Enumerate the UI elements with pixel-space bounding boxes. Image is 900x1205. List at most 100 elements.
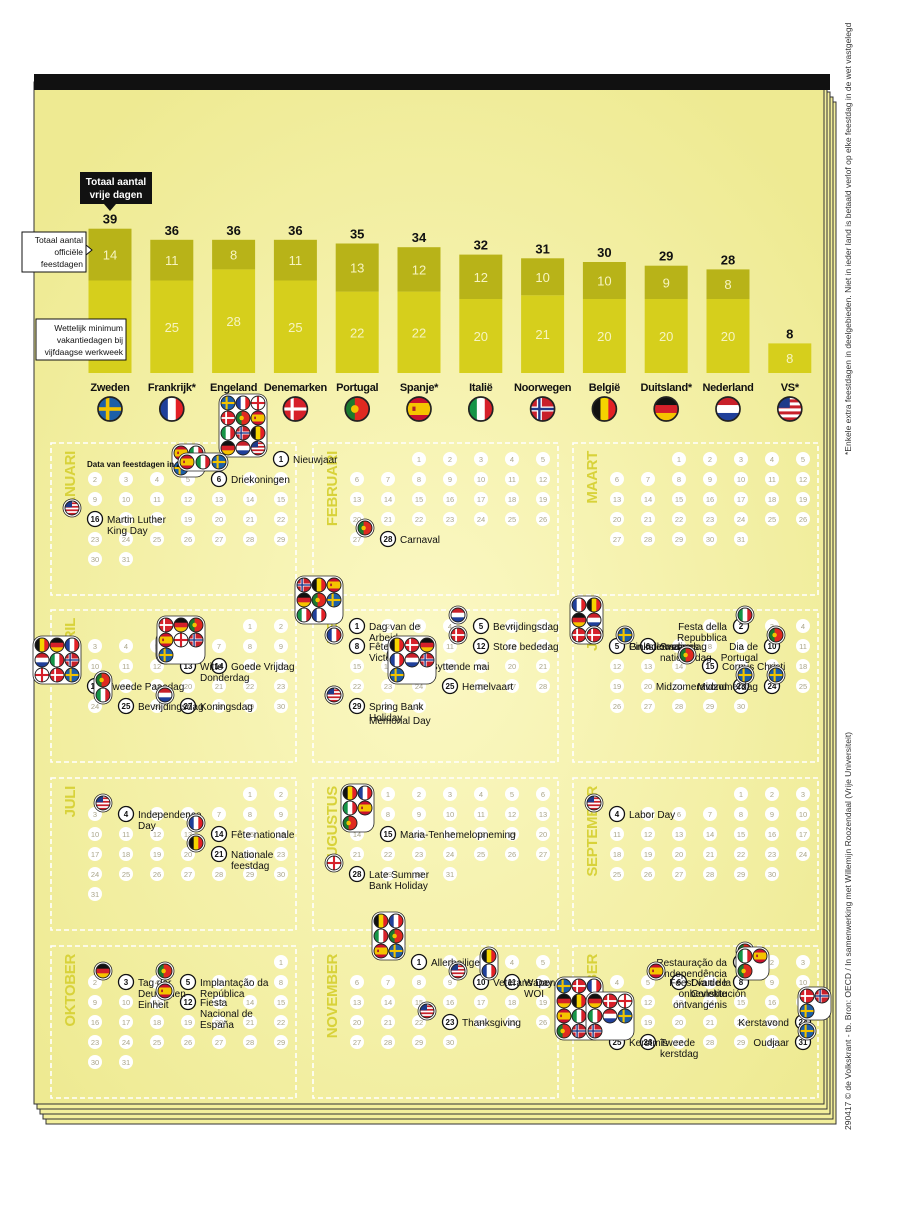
bar-segment-holidays — [521, 258, 565, 296]
day-cell: 9 — [88, 995, 102, 1009]
day-number: 23 — [384, 682, 392, 691]
day-cell: 1 — [381, 787, 395, 801]
day-number: 14 — [539, 642, 547, 651]
day-number: 12 — [539, 475, 547, 484]
day-cell: 21 — [641, 512, 655, 526]
flag-dk-icon — [158, 617, 174, 633]
holiday-day: 5 — [472, 617, 490, 635]
flag-pt-icon — [344, 396, 371, 422]
holiday-label: Spring Bank — [369, 702, 424, 713]
day-cell: 29 — [243, 867, 257, 881]
day-number: 5 — [510, 790, 514, 799]
flag-es-icon — [648, 963, 664, 979]
day-number: 17 — [737, 495, 745, 504]
day-number: 30 — [737, 702, 745, 711]
day-cell: 12 — [505, 807, 519, 821]
day-cell: 17 — [796, 827, 810, 841]
category-label: Zweden — [90, 382, 130, 394]
day-number: 2 — [448, 455, 452, 464]
day-number: 9 — [279, 810, 283, 819]
day-number: 7 — [217, 642, 221, 651]
day-cell: 5 — [150, 807, 164, 821]
category-label: VS* — [781, 382, 800, 394]
day-number: 15 — [737, 998, 745, 1007]
day-cell: 27 — [181, 867, 195, 881]
holiday-day-number: 5 — [615, 642, 620, 651]
holiday-day-number: 23 — [446, 1018, 455, 1027]
day-number: 1 — [708, 622, 712, 631]
day-number: 23 — [91, 1038, 99, 1047]
day-cell: 29 — [734, 1035, 748, 1049]
day-number: 9 — [279, 642, 283, 651]
holiday-day: 27 — [179, 697, 197, 715]
day-cell: 23 — [274, 847, 288, 861]
day-number: 19 — [539, 495, 547, 504]
holiday-day: 1 — [348, 617, 366, 635]
day-number: 12 — [153, 662, 161, 671]
day-number: 19 — [153, 850, 161, 859]
day-cell: 28 — [536, 679, 550, 693]
flag-dk-icon — [571, 627, 587, 643]
bar-segment-holidays — [397, 247, 441, 292]
day-cell: 30 — [765, 867, 779, 881]
flag-us-icon — [419, 1003, 435, 1019]
flag-de-icon — [653, 396, 680, 422]
bar-total-label: 34 — [412, 230, 427, 245]
day-cell: 13 — [212, 995, 226, 1009]
day-cell: 6 — [610, 472, 624, 486]
day-number: 18 — [508, 495, 516, 504]
holiday-label: King Day — [107, 526, 148, 537]
day-cell: 26 — [536, 1015, 550, 1029]
flag-de-icon — [173, 617, 189, 633]
day-number: 11 — [613, 830, 621, 839]
day-number: 5 — [646, 978, 650, 987]
day-number: 4 — [479, 790, 483, 799]
day-cell: 30 — [88, 552, 102, 566]
day-cell: 11 — [119, 827, 133, 841]
day-number: 23 — [277, 682, 285, 691]
day-number: 14 — [706, 830, 714, 839]
flag-pt-icon — [188, 617, 204, 633]
day-cell: 28 — [703, 1035, 717, 1049]
day-number: 21 — [706, 850, 714, 859]
day-number: 29 — [246, 702, 254, 711]
footnote: *Enkele extra feestdagen in deelgebieden… — [843, 22, 853, 455]
day-cell: 25 — [474, 847, 488, 861]
flag-it-icon — [373, 928, 389, 944]
day-number: 16 — [446, 998, 454, 1007]
flag-de-icon — [571, 612, 587, 628]
day-number: 22 — [277, 1018, 285, 1027]
flag-es-icon — [373, 943, 389, 959]
day-number: 20 — [215, 1018, 223, 1027]
day-cell: 22 — [412, 512, 426, 526]
holiday-label: Tweede — [660, 1038, 695, 1049]
bar-value-holidays: 11 — [165, 253, 179, 268]
day-cell: 6 — [350, 975, 364, 989]
day-cell: 12 — [536, 975, 550, 989]
flag-no-icon — [296, 577, 312, 593]
bar-total-label: 29 — [659, 249, 673, 264]
day-number: 1 — [279, 958, 283, 967]
day-cell: 18 — [150, 512, 164, 526]
day-number: 10 — [477, 475, 485, 484]
day-cell: 6 — [672, 807, 686, 821]
day-cell: 9 — [765, 975, 779, 989]
day-cell: 17 — [474, 492, 488, 506]
day-number: 24 — [91, 702, 99, 711]
day-number: 30 — [277, 870, 285, 879]
bar-value-minimum: 22 — [350, 325, 364, 340]
holiday-day: 11 — [503, 973, 521, 991]
holiday-day: 23 — [441, 1013, 459, 1031]
day-number: 19 — [184, 1018, 192, 1027]
day-cell: 30 — [381, 699, 395, 713]
day-cell: 20 — [641, 679, 655, 693]
day-number: 17 — [91, 850, 99, 859]
day-number: 2 — [279, 622, 283, 631]
day-number: 1 — [248, 622, 252, 631]
flag-dk-icon — [49, 667, 65, 683]
holiday-label: Kerstavond — [738, 1018, 789, 1029]
annotation-minimum-line: vakantiedagen bij — [57, 335, 123, 345]
flag-en-icon — [250, 395, 266, 411]
flag-no-icon — [529, 396, 556, 422]
